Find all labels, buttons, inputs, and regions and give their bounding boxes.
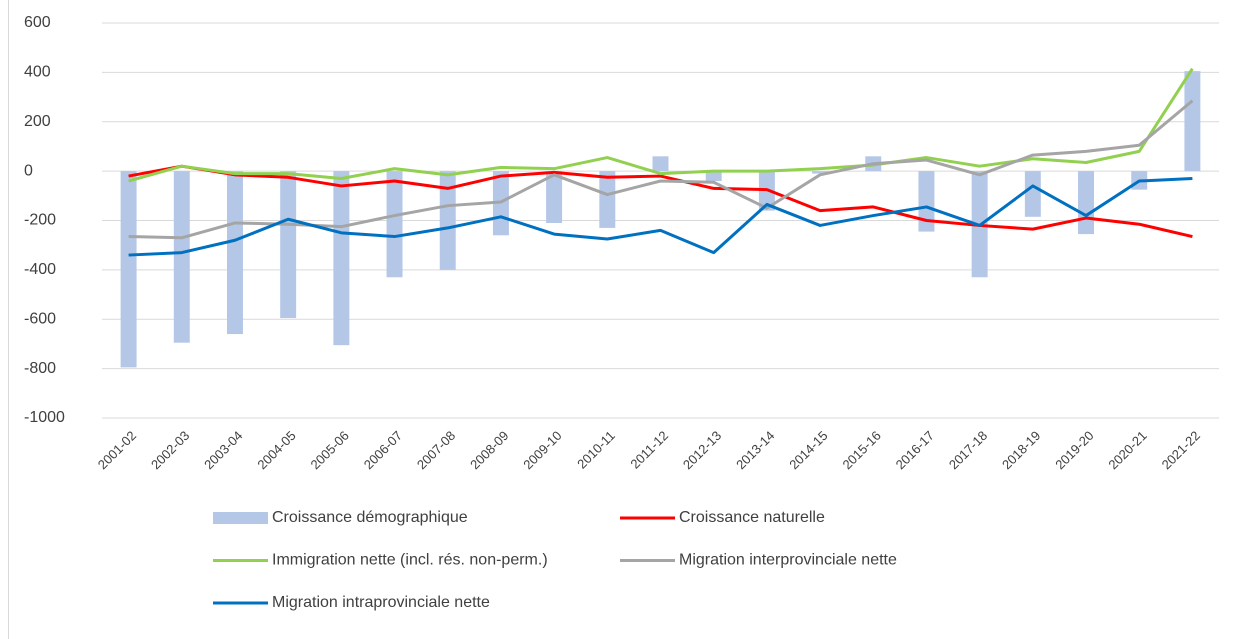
bar: [652, 156, 669, 172]
x-tick-label: 2014-15: [786, 428, 830, 472]
bar: [386, 171, 403, 278]
bar: [333, 171, 350, 346]
x-tick-label: 2020-21: [1105, 428, 1149, 472]
legend-label: Migration interprovinciale nette: [679, 552, 897, 569]
y-tick-label: 0: [24, 162, 33, 179]
y-tick-label: 600: [24, 14, 51, 31]
y-tick-label: 400: [24, 64, 51, 81]
legend-label: Migration intraprovinciale nette: [272, 594, 490, 611]
bar: [918, 171, 935, 232]
x-tick-label: 2012-13: [680, 428, 724, 472]
x-tick-label: 2002-03: [148, 428, 192, 472]
legend-label: Croissance démographique: [272, 509, 468, 526]
chart-frame: [8, 0, 9, 639]
bar: [280, 171, 297, 319]
x-tick-label: 2011-12: [627, 428, 671, 472]
x-tick-label: 2005-06: [308, 428, 352, 472]
x-tick-label: 2006-07: [361, 428, 405, 472]
y-tick-label: -400: [24, 261, 56, 278]
x-tick-label: 2019-20: [1052, 428, 1096, 472]
x-tick-label: 2003-04: [201, 428, 245, 472]
line: [128, 164, 1193, 239]
bar: [1184, 71, 1201, 172]
x-tick-label: 2010-11: [574, 428, 618, 472]
bar: [1078, 171, 1095, 235]
line: [128, 177, 1193, 257]
bar: [546, 171, 563, 223]
y-tick-label: 200: [24, 113, 51, 130]
x-tick-label: 2015-16: [839, 428, 883, 472]
x-tick-label: 2008-09: [467, 428, 511, 472]
bar: [439, 171, 456, 270]
x-tick-label: 2007-08: [414, 428, 458, 472]
bar: [812, 171, 829, 174]
x-tick-label: 2004-05: [254, 428, 298, 472]
legend-swatch: [213, 512, 268, 524]
y-tick-label: -800: [24, 360, 56, 377]
x-tick-label: 2009-10: [520, 428, 564, 472]
bar: [226, 171, 243, 335]
legend-label: Croissance naturelle: [679, 509, 825, 526]
y-tick-label: -600: [24, 310, 56, 327]
x-tick-label: 2013-14: [733, 428, 777, 472]
bar: [599, 171, 616, 228]
bar: [1024, 171, 1041, 217]
x-tick-label: 2021-22: [1159, 428, 1203, 472]
y-tick-label: -1000: [24, 409, 65, 426]
bar: [705, 171, 722, 181]
x-tick-label: 2017-18: [946, 428, 990, 472]
bar: [173, 171, 190, 343]
bar: [120, 171, 137, 368]
legend-label: Immigration nette (incl. rés. non-perm.): [272, 552, 548, 569]
x-tick-label: 2001-02: [95, 428, 139, 472]
x-tick-label: 2016-17: [893, 428, 937, 472]
y-tick-label: -200: [24, 212, 56, 229]
x-tick-label: 2018-19: [999, 428, 1043, 472]
